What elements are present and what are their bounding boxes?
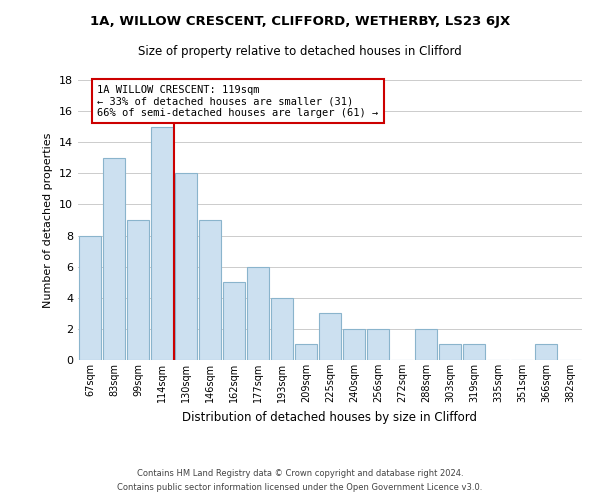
Bar — [319, 314, 341, 360]
Bar — [463, 344, 485, 360]
Bar — [103, 158, 125, 360]
Bar — [175, 174, 197, 360]
Bar — [127, 220, 149, 360]
Text: 1A, WILLOW CRESCENT, CLIFFORD, WETHERBY, LS23 6JX: 1A, WILLOW CRESCENT, CLIFFORD, WETHERBY,… — [90, 15, 510, 28]
Bar — [271, 298, 293, 360]
Bar — [343, 329, 365, 360]
Text: Size of property relative to detached houses in Clifford: Size of property relative to detached ho… — [138, 45, 462, 58]
Text: 1A WILLOW CRESCENT: 119sqm
← 33% of detached houses are smaller (31)
66% of semi: 1A WILLOW CRESCENT: 119sqm ← 33% of deta… — [97, 84, 379, 118]
Text: Contains public sector information licensed under the Open Government Licence v3: Contains public sector information licen… — [118, 484, 482, 492]
Bar — [439, 344, 461, 360]
Bar — [247, 266, 269, 360]
Bar — [415, 329, 437, 360]
Bar — [151, 126, 173, 360]
Bar — [367, 329, 389, 360]
Bar — [79, 236, 101, 360]
Y-axis label: Number of detached properties: Number of detached properties — [43, 132, 53, 308]
Bar — [535, 344, 557, 360]
Bar — [295, 344, 317, 360]
X-axis label: Distribution of detached houses by size in Clifford: Distribution of detached houses by size … — [182, 410, 478, 424]
Bar — [223, 282, 245, 360]
Bar — [199, 220, 221, 360]
Text: Contains HM Land Registry data © Crown copyright and database right 2024.: Contains HM Land Registry data © Crown c… — [137, 468, 463, 477]
